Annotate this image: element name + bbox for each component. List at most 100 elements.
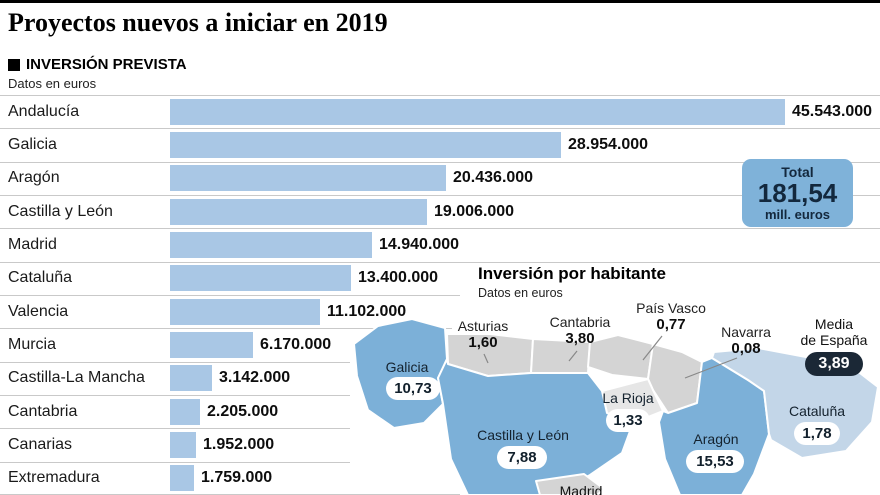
row-separator (0, 161, 880, 163)
bar-value: 1.759.000 (201, 469, 273, 487)
bar-value: 28.954.000 (568, 135, 649, 153)
region-value-cataluna: 1,78 (794, 422, 840, 445)
bar-label: Aragón (8, 169, 60, 187)
total-label: Total (781, 164, 814, 180)
page-title: Proyectos nuevos a iniciar en 2019 (8, 8, 388, 37)
map-title: Inversión por habitante (478, 264, 666, 283)
bar-value: 20.436.000 (453, 169, 534, 187)
region-label-cataluna: Cataluña (788, 403, 846, 419)
bar (170, 331, 253, 358)
callout-cantabria: Cantabria 3,80 (538, 314, 622, 347)
bar-label: Valencia (8, 302, 69, 320)
row-separator (0, 361, 350, 363)
bar-value: 1.952.000 (203, 435, 275, 453)
map-region-madrid (535, 473, 605, 495)
map-section: Inversión por habitante Datos en euros (350, 262, 880, 495)
media-espana-value-badge: 3,89 (805, 352, 863, 377)
region-label-la-rioja: La Rioja (602, 390, 654, 406)
callout-value: 3,80 (565, 330, 595, 348)
bar-row: Castilla y León 19.006.000 (0, 194, 880, 228)
region-label-galicia: Galicia (385, 359, 429, 375)
map-region-castilla-y-leon (437, 358, 634, 495)
row-separator (0, 394, 350, 396)
bar-row: Galicia 28.954.000 (0, 128, 880, 161)
map-subtitle: Datos en euros (478, 286, 563, 300)
bar-row: Valencia 11.102.000 (0, 294, 880, 328)
row-separator (0, 461, 350, 463)
bar-label: Murcia (8, 335, 57, 353)
region-label-castilla-y-leon: Castilla y León (477, 427, 569, 443)
bar-value: 45.543.000 (792, 102, 873, 120)
callout-line-navarra (684, 357, 738, 379)
top-border (0, 0, 880, 3)
bar (170, 198, 427, 225)
bar-row: Andalucía 45.543.000 (0, 95, 880, 128)
bar-value: 6.170.000 (260, 335, 332, 353)
media-espana: Media de España 3,89 (788, 316, 880, 377)
bar-label: Castilla-La Mancha (8, 369, 145, 387)
callout-asturias: Asturias 1,60 (445, 318, 521, 351)
total-box: Total 181,54 mill. euros (742, 159, 853, 227)
total-unit: mill. euros (764, 207, 831, 223)
media-espana-label-line2: de España (800, 332, 868, 349)
callout-line-cantabria (568, 350, 578, 362)
row-separator (0, 228, 880, 230)
bar (170, 398, 200, 425)
total-value: 181,54 (757, 178, 838, 208)
row-separator (0, 328, 452, 330)
bar-value: 2.205.000 (207, 402, 279, 420)
region-label-madrid: Madrid (559, 483, 603, 495)
bar (170, 231, 372, 258)
bar (170, 365, 212, 392)
bar-label: Castilla y León (8, 202, 113, 220)
bar-value: 19.006.000 (434, 202, 515, 220)
bar (170, 131, 561, 158)
bar-row: Castilla-La Mancha 3.142.000 (0, 361, 880, 395)
bar-value: 14.940.000 (379, 235, 460, 253)
bar-label: Madrid (8, 235, 57, 253)
bar (170, 265, 351, 292)
bar (170, 465, 194, 492)
row-separator (0, 128, 880, 130)
callout-value: 0,77 (656, 316, 686, 334)
callout-name: País Vasco (636, 300, 706, 316)
callout-line-asturias (483, 353, 489, 364)
region-value-la-rioja: 1,33 (606, 409, 650, 432)
bar-value: 11.102.000 (327, 302, 407, 320)
row-separator (0, 294, 460, 296)
units-note: Datos en euros (8, 76, 97, 91)
media-espana-label-line1: Media (814, 316, 854, 332)
region-value-galicia: 10,73 (386, 377, 440, 400)
bar (170, 98, 785, 125)
row-separator (0, 194, 880, 196)
callout-line-pais-vasco (642, 335, 663, 361)
callout-value: 1,60 (468, 334, 498, 352)
bar-label: Extremadura (8, 469, 100, 487)
callout-name: Asturias (457, 318, 509, 334)
bar-row: Canarias 1.952.000 (0, 428, 880, 461)
legend: INVERSIÓN PREVISTA (8, 56, 187, 73)
legend-label: INVERSIÓN PREVISTA (26, 56, 187, 73)
legend-swatch-icon (8, 58, 20, 71)
callout-pais-vasco: País Vasco 0,77 (628, 300, 714, 333)
bar-label: Canarias (8, 435, 73, 453)
callout-name: Navarra (721, 324, 771, 340)
row-separator (0, 428, 350, 430)
bar-label: Cataluña (8, 269, 73, 287)
bar (170, 431, 196, 458)
bar-value: 13.400.000 (358, 269, 439, 287)
callout-name: Cantabria (549, 314, 611, 330)
bar-row: Extremadura 1.759.000 (0, 461, 880, 495)
bar-row: Cantabria 2.205.000 (0, 394, 880, 428)
region-value-castilla-y-leon: 7,88 (497, 446, 547, 469)
bar-row: Murcia 6.170.000 (0, 328, 880, 361)
row-separator (0, 261, 880, 263)
bar-label: Galicia (8, 135, 57, 153)
region-label-aragon: Aragón (693, 431, 739, 447)
bar-label: Cantabria (8, 402, 78, 420)
bar-row: Aragón 20.436.000 (0, 161, 880, 195)
callout-navarra: Navarra 0,08 (704, 324, 788, 357)
bar (170, 165, 446, 192)
row-separator (0, 95, 880, 96)
